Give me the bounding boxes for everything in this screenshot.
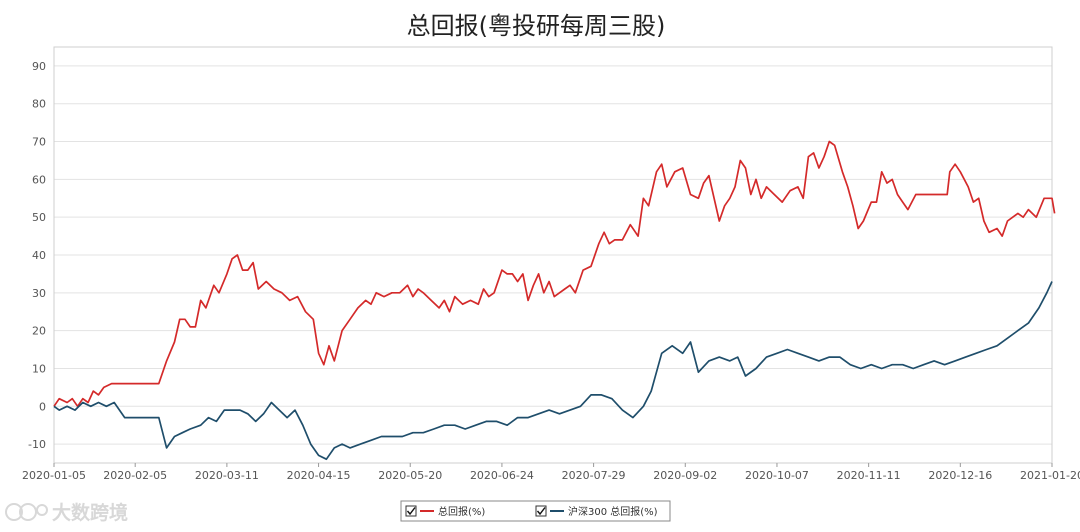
- series-line-1: [53, 140, 1056, 408]
- legend-item-csi300-total-return[interactable]: 沪深300 总回报(%): [535, 505, 658, 518]
- x-tick-label: 2020-07-29: [562, 469, 626, 482]
- y-tick-label: 50: [32, 211, 46, 224]
- series-line-2: [53, 281, 1053, 461]
- y-axis-ticks: -10 0 10 20 30 40 50 60 70 80 90: [28, 60, 46, 451]
- legend-label-csi300-total-return: 沪深300 总回报(%): [568, 505, 658, 518]
- y-tick-label: 60: [32, 173, 46, 186]
- chart-title: 总回报(粤投研每周三股): [407, 12, 666, 40]
- series-lines: [53, 140, 1056, 461]
- x-tick-label: 2021-01-20: [1020, 469, 1080, 482]
- y-tick-label: 80: [32, 98, 46, 111]
- check-mark-icon: [536, 507, 546, 516]
- y-tick-label: 20: [32, 325, 46, 338]
- watermark-logo-icon: [5, 503, 48, 521]
- x-tick-label: 2020-11-11: [837, 469, 901, 482]
- x-tick-label: 2020-05-20: [378, 469, 442, 482]
- plot-area-frame: [53, 46, 1053, 464]
- y-tick-label: 40: [32, 249, 46, 262]
- grid-lines: [54, 65, 1052, 445]
- y-tick-label: 10: [32, 362, 46, 375]
- legend-item-total-return[interactable]: 总回报(%): [405, 505, 485, 518]
- legend: 总回报(%) 沪深300 总回报(%): [400, 500, 671, 522]
- check-mark-icon: [406, 507, 416, 516]
- y-tick-label: 90: [32, 60, 46, 73]
- y-tick-label: -10: [28, 438, 46, 451]
- y-tick-label: 30: [32, 287, 46, 300]
- y-tick-label: 70: [32, 136, 46, 149]
- y-tick-label: 0: [39, 400, 46, 413]
- x-tick-label: 2020-02-05: [103, 469, 167, 482]
- legend-checkbox-icon[interactable]: [535, 505, 547, 517]
- legend-checkbox-icon[interactable]: [405, 505, 417, 517]
- legend-label-total-return: 总回报(%): [438, 505, 485, 518]
- x-tick-label: 2020-06-24: [470, 469, 534, 482]
- x-axis-ticks: 2020-01-05 2020-02-05 2020-03-11 2020-04-15…: [22, 463, 1080, 482]
- watermark: 大数跨境: [5, 501, 128, 524]
- x-tick-label: 2020-09-02: [653, 469, 717, 482]
- x-tick-label: 2020-12-16: [928, 469, 992, 482]
- x-tick-label: 2020-10-07: [745, 469, 809, 482]
- watermark-text: 大数跨境: [52, 501, 128, 524]
- x-tick-label: 2020-03-11: [195, 469, 259, 482]
- x-tick-label: 2020-01-05: [22, 469, 86, 482]
- x-tick-label: 2020-04-15: [287, 469, 351, 482]
